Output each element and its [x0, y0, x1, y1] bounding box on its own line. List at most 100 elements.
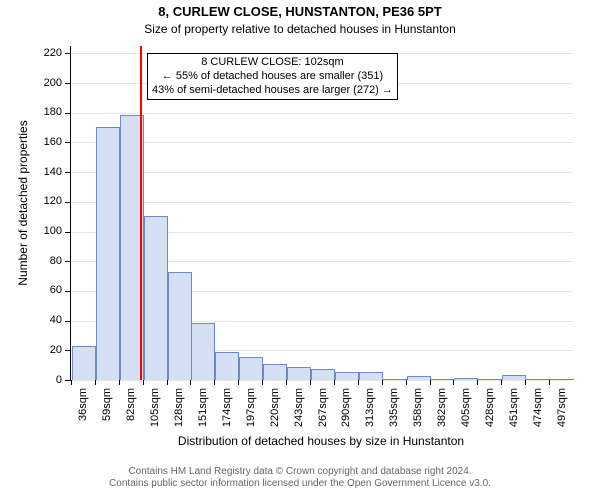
- bar: [215, 352, 239, 380]
- gridline: [71, 380, 573, 381]
- ytick-mark: [65, 172, 70, 173]
- ytick-mark: [65, 83, 70, 84]
- ytick-label: 200: [30, 77, 62, 89]
- footer-attribution: Contains HM Land Registry data © Crown c…: [0, 466, 600, 490]
- bar: [454, 378, 478, 380]
- annotation-line: ← 55% of detached houses are smaller (35…: [152, 70, 393, 84]
- bar: [407, 376, 431, 380]
- xtick-label: 335sqm: [388, 388, 400, 438]
- xtick-label: 497sqm: [556, 388, 568, 438]
- bar: [96, 127, 120, 380]
- xtick-mark: [143, 380, 144, 385]
- ytick-mark: [65, 321, 70, 322]
- xtick-mark: [310, 380, 311, 385]
- bar: [311, 369, 335, 380]
- xtick-mark: [238, 380, 239, 385]
- ytick-label: 140: [30, 166, 62, 178]
- xtick-mark: [358, 380, 359, 385]
- ytick-label: 80: [30, 255, 62, 267]
- ytick-mark: [65, 291, 70, 292]
- chart-subtitle: Size of property relative to detached ho…: [0, 22, 600, 36]
- chart-title: 8, CURLEW CLOSE, HUNSTANTON, PE36 5PT: [0, 4, 600, 19]
- ytick-label: 160: [30, 136, 62, 148]
- gridline: [71, 113, 573, 114]
- ytick-label: 60: [30, 284, 62, 296]
- ytick-label: 20: [30, 344, 62, 356]
- bar: [72, 346, 96, 380]
- xtick-label: 267sqm: [317, 388, 329, 438]
- ytick-mark: [65, 142, 70, 143]
- xtick-label: 243sqm: [293, 388, 305, 438]
- ytick-label: 40: [30, 314, 62, 326]
- ytick-label: 100: [30, 225, 62, 237]
- bar: [263, 364, 287, 380]
- footer-line2: Contains public sector information licen…: [109, 478, 491, 489]
- xtick-mark: [262, 380, 263, 385]
- bar: [359, 372, 383, 380]
- xtick-label: 82sqm: [125, 388, 137, 438]
- xtick-mark: [119, 380, 120, 385]
- xtick-label: 59sqm: [101, 388, 113, 438]
- y-axis-label: Number of detached properties: [16, 36, 30, 370]
- xtick-mark: [406, 380, 407, 385]
- ytick-mark: [65, 53, 70, 54]
- xtick-label: 128sqm: [173, 388, 185, 438]
- ytick-mark: [65, 380, 70, 381]
- xtick-label: 428sqm: [484, 388, 496, 438]
- bar: [335, 372, 359, 380]
- xtick-label: 382sqm: [436, 388, 448, 438]
- ytick-mark: [65, 232, 70, 233]
- footer-line1: Contains HM Land Registry data © Crown c…: [128, 466, 471, 477]
- annotation-line: 8 CURLEW CLOSE: 102sqm: [152, 56, 393, 70]
- bar: [287, 367, 311, 380]
- xtick-mark: [71, 380, 72, 385]
- bar: [144, 216, 168, 380]
- xtick-label: 290sqm: [340, 388, 352, 438]
- bar: [502, 375, 526, 380]
- xtick-label: 197sqm: [245, 388, 257, 438]
- xtick-label: 474sqm: [532, 388, 544, 438]
- bar: [431, 379, 455, 380]
- xtick-mark: [190, 380, 191, 385]
- bar: [383, 379, 407, 380]
- ytick-label: 180: [30, 106, 62, 118]
- xtick-mark: [167, 380, 168, 385]
- ytick-mark: [65, 113, 70, 114]
- xtick-mark: [453, 380, 454, 385]
- xtick-mark: [549, 380, 550, 385]
- ytick-mark: [65, 350, 70, 351]
- reference-line: [140, 46, 142, 380]
- gridline: [71, 202, 573, 203]
- xtick-mark: [286, 380, 287, 385]
- xtick-label: 405sqm: [460, 388, 472, 438]
- xtick-label: 36sqm: [77, 388, 89, 438]
- bar: [550, 379, 574, 380]
- ytick-mark: [65, 202, 70, 203]
- ytick-label: 220: [30, 47, 62, 59]
- xtick-mark: [477, 380, 478, 385]
- annotation-line: 43% of semi-detached houses are larger (…: [152, 84, 393, 98]
- xtick-label: 358sqm: [412, 388, 424, 438]
- gridline: [71, 172, 573, 173]
- ytick-label: 0: [30, 374, 62, 386]
- xtick-mark: [501, 380, 502, 385]
- plot-area: 8 CURLEW CLOSE: 102sqm← 55% of detached …: [70, 46, 573, 381]
- bar: [168, 272, 192, 380]
- gridline: [71, 142, 573, 143]
- xtick-label: 151sqm: [197, 388, 209, 438]
- xtick-label: 451sqm: [508, 388, 520, 438]
- xtick-mark: [525, 380, 526, 385]
- bar: [526, 379, 550, 380]
- xtick-label: 105sqm: [149, 388, 161, 438]
- bar: [478, 379, 502, 380]
- bar: [239, 357, 263, 380]
- bar: [191, 323, 215, 380]
- xtick-mark: [334, 380, 335, 385]
- annotation-box: 8 CURLEW CLOSE: 102sqm← 55% of detached …: [147, 53, 398, 100]
- xtick-mark: [430, 380, 431, 385]
- xtick-label: 220sqm: [269, 388, 281, 438]
- xtick-label: 313sqm: [364, 388, 376, 438]
- ytick-label: 120: [30, 195, 62, 207]
- ytick-mark: [65, 261, 70, 262]
- xtick-mark: [382, 380, 383, 385]
